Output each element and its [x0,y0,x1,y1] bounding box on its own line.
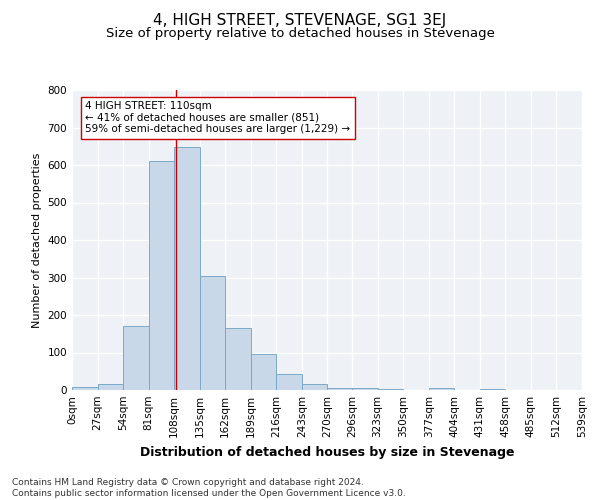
Bar [174,147,200,390]
Bar [225,328,251,390]
Bar [72,388,98,390]
Bar [328,388,352,390]
Bar [149,160,174,390]
Y-axis label: Number of detached properties: Number of detached properties [32,152,42,328]
Bar [123,326,149,390]
Bar [251,354,277,390]
Text: Contains HM Land Registry data © Crown copyright and database right 2024.
Contai: Contains HM Land Registry data © Crown c… [12,478,406,498]
Text: 4 HIGH STREET: 110sqm
← 41% of detached houses are smaller (851)
59% of semi-det: 4 HIGH STREET: 110sqm ← 41% of detached … [85,101,350,134]
Text: Size of property relative to detached houses in Stevenage: Size of property relative to detached ho… [106,28,494,40]
Text: Distribution of detached houses by size in Stevenage: Distribution of detached houses by size … [140,446,514,459]
Bar [352,388,377,390]
Bar [302,384,328,390]
Bar [480,389,505,390]
Bar [429,388,454,390]
Bar [98,384,123,390]
Bar [377,388,403,390]
Bar [277,374,302,390]
Text: 4, HIGH STREET, STEVENAGE, SG1 3EJ: 4, HIGH STREET, STEVENAGE, SG1 3EJ [154,12,446,28]
Bar [200,276,225,390]
